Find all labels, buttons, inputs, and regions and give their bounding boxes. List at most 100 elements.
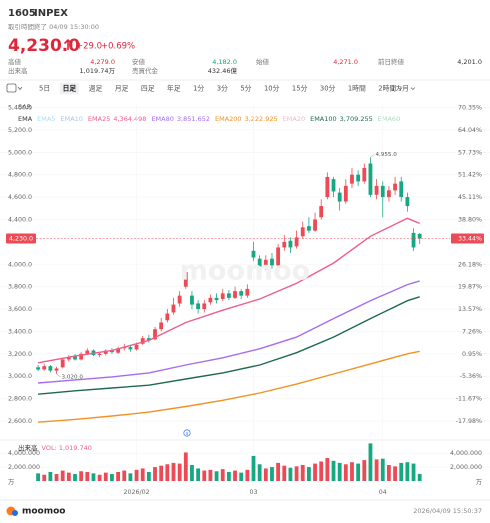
volume-bar <box>263 468 268 481</box>
volume-bar <box>300 464 305 481</box>
tab[interactable]: 年足 <box>167 84 181 93</box>
tab[interactable]: 1カ月 <box>391 85 416 93</box>
up-arrow <box>63 38 73 50</box>
candle-body <box>85 350 90 354</box>
y-tick-label: 3,600.0 <box>8 306 32 313</box>
y2-tick-label: 4,000.000 <box>450 450 482 457</box>
status: 取引時間終了 04/09 15:30:00 <box>8 22 99 31</box>
tab-label: 5分 <box>240 84 251 93</box>
volume-bar <box>368 443 373 481</box>
volume-bar <box>97 474 102 481</box>
candle-body <box>337 192 342 202</box>
dropdown-arrow <box>397 87 403 90</box>
stat-label: 安値 <box>132 57 146 66</box>
volume-bar <box>288 467 293 481</box>
tab-label: 1カ月 <box>391 85 409 93</box>
volume-bar <box>226 471 231 481</box>
candle-body <box>239 291 244 296</box>
legend-name: EMA200 <box>215 115 242 123</box>
tab-label: 月足 <box>115 85 129 93</box>
tab[interactable]: 日足 <box>59 82 80 95</box>
candle-body <box>54 368 59 371</box>
volume-bar <box>411 463 416 481</box>
volume-bar <box>128 473 133 481</box>
tab[interactable]: 5日 <box>39 85 50 93</box>
tab[interactable]: 2時間 <box>378 85 403 93</box>
volume-bar <box>245 469 250 481</box>
y2-tick-label: 19.87% <box>458 284 482 291</box>
tab[interactable]: 週足 <box>89 84 103 93</box>
candle-body <box>110 350 114 353</box>
volume-bar <box>220 469 225 481</box>
volume-bar <box>337 462 342 481</box>
chart-type-icon[interactable] <box>6 83 23 93</box>
volume-bar <box>350 462 354 481</box>
stat-label: 売買代金 <box>132 66 159 75</box>
y-tick-label: 4,400.0 <box>8 216 32 223</box>
legend-value: 3,222.925 <box>245 115 278 123</box>
tab-label: 2時間 <box>378 85 396 93</box>
svg-text:$: $ <box>186 431 189 437</box>
tab[interactable]: 1分 <box>193 84 204 93</box>
tab[interactable]: 15分 <box>292 84 308 93</box>
candle-body <box>48 366 53 371</box>
volume-legend: VOL: 1,019.740 <box>42 444 92 452</box>
y-tick-label: 2,800.0 <box>8 396 32 403</box>
candle-body <box>356 174 361 182</box>
ema-line <box>38 350 420 423</box>
legend-value: 3,709.255 <box>340 115 373 123</box>
stat-value: 4,271.0 <box>333 58 358 66</box>
candle-body <box>343 185 348 202</box>
candle-body <box>42 366 47 370</box>
volume-bar <box>331 460 336 481</box>
current-percent-tag <box>451 233 484 244</box>
volume-bar <box>202 470 207 481</box>
tab-label: 5日 <box>39 85 50 93</box>
candle-body <box>146 338 151 341</box>
volume-bar <box>116 471 121 481</box>
volume-bar <box>110 474 114 481</box>
price: 4,230.0 <box>8 36 80 56</box>
tab[interactable]: 1時間 <box>348 85 366 93</box>
candle-body <box>313 219 317 231</box>
tab[interactable]: 5分 <box>240 84 251 93</box>
y2-tick-label: -5.36% <box>460 373 482 380</box>
candle-body <box>362 167 367 182</box>
y2-tick-label: 0.95% <box>462 351 482 358</box>
candle-body <box>214 297 219 301</box>
volume-bar <box>103 472 108 481</box>
tab[interactable]: 月足 <box>115 85 129 93</box>
x-tick-label: 03 <box>249 489 257 496</box>
candle-body <box>208 297 213 303</box>
tab[interactable]: 10分 <box>264 84 280 93</box>
candle-body <box>73 356 77 360</box>
tab[interactable]: 30分 <box>320 84 336 93</box>
volume-bar <box>257 464 262 481</box>
volume-bar <box>393 466 397 481</box>
brand: moomoo <box>22 507 66 517</box>
legend-name: EMA60 <box>378 115 400 123</box>
y2-tick-label: 45.11% <box>458 194 482 201</box>
candle-body <box>380 185 385 198</box>
tab[interactable]: 四足 <box>141 85 155 93</box>
tab[interactable]: 3分 <box>217 84 228 93</box>
annotation-line <box>56 373 61 378</box>
candle-body <box>177 295 182 304</box>
volume-bar <box>134 469 139 481</box>
stat-label: 前日終値 <box>378 57 405 66</box>
y2-tick-label: 2,000.000 <box>450 464 482 471</box>
candle-body <box>263 259 268 267</box>
indicator-label: EMA <box>18 115 33 123</box>
legend-value: 3,851.652 <box>177 115 210 123</box>
legend-name: EMA20 <box>283 115 305 123</box>
x-tick-label: 2026/02 <box>123 489 149 496</box>
volume-bar <box>282 465 287 481</box>
tab-selected <box>59 82 80 95</box>
legend-name: EMA25 <box>88 115 110 123</box>
current-price-tag <box>6 233 36 244</box>
dividend-icon[interactable]: $ <box>183 429 191 437</box>
y2-tick-label: 13.57% <box>458 306 482 313</box>
